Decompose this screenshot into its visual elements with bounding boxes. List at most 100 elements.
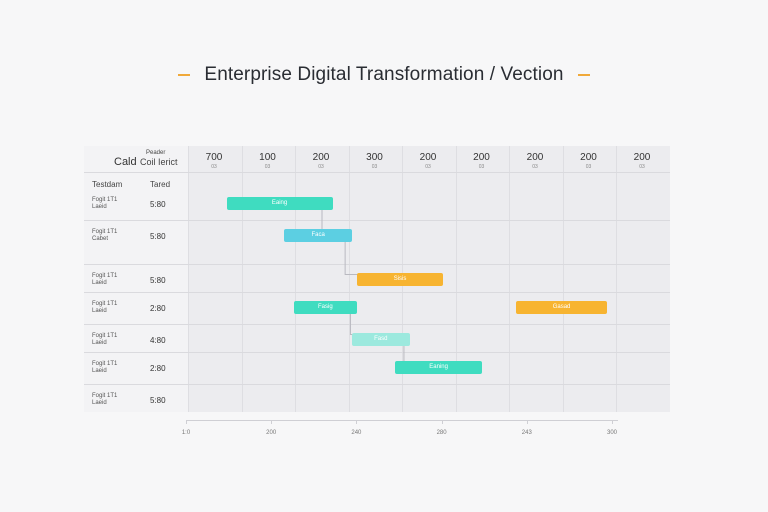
row-label: Fogit 1T1 Laeid — [92, 197, 117, 211]
grid-vline — [455, 146, 457, 412]
time-header-sub: 03 — [425, 164, 431, 170]
time-header-sub: 03 — [371, 164, 378, 170]
gantt-bar[interactable]: Eaning — [395, 360, 482, 374]
row-label: Fogit 1T1 Laeid — [92, 301, 117, 315]
row-label-line1: Fogit 1T1 — [92, 301, 118, 307]
row-label-line2: Laeid — [92, 308, 107, 314]
axis-tick-label: 1:0 — [181, 430, 191, 436]
header-col2-bottom: Coil Ierict — [140, 157, 178, 167]
row-label-line1: Fogit 1T1 — [92, 393, 118, 399]
time-header: 200 03 — [456, 152, 508, 170]
header-row-col2: Tared — [150, 180, 171, 189]
row-value: 4:80 — [150, 336, 166, 345]
gantt-bar[interactable]: Faca — [284, 228, 352, 242]
time-header-main: 300 — [366, 152, 383, 163]
row-label-line2: Laeid — [92, 204, 107, 210]
row-label: Fogit 1T1 Laeid — [92, 273, 117, 287]
axis-tick-label: 240 — [351, 430, 362, 436]
time-header-sub: 03 — [478, 164, 485, 170]
row-label-line1: Fogit 1T1 — [92, 229, 118, 235]
row-value: 5:80 — [150, 200, 166, 209]
axis-tick-mark — [526, 420, 528, 424]
time-header-sub: 03 — [639, 164, 645, 170]
time-header: 200 03 — [616, 152, 668, 170]
time-header-sub: 03 — [585, 164, 592, 170]
axis-tick-label: 280 — [436, 430, 447, 436]
gantt-bar[interactable]: Fasd — [351, 332, 410, 346]
gantt-panel: Cald Peader Coil Ierict Testdam Tared 70… — [84, 146, 670, 412]
row-label: Fogit 1T1 Laeid — [92, 361, 117, 375]
grid-vline — [509, 146, 510, 412]
gantt-bar[interactable]: Sisis — [356, 272, 444, 286]
grid-hline — [84, 264, 670, 265]
row-label-line2: Laeid — [92, 368, 107, 374]
row-value: 5:80 — [150, 232, 166, 241]
row-value: 2:80 — [150, 364, 166, 373]
time-header-sub: 03 — [264, 164, 271, 170]
grid-vline — [562, 146, 564, 412]
time-header-main: 200 — [312, 152, 330, 163]
title-dash-left — [178, 74, 191, 76]
time-header: 700 03 — [188, 152, 240, 170]
grid-hline — [84, 220, 670, 221]
time-header-main: 200 — [580, 152, 597, 163]
gantt-bar[interactable]: Fasig — [294, 300, 357, 314]
row-label: Fogit 1T1 Laeid — [92, 393, 117, 407]
row-value: 5:80 — [150, 276, 166, 285]
grid-vline — [616, 146, 617, 412]
time-header-main: 200 — [473, 152, 490, 163]
dependency-line — [344, 241, 361, 275]
axis-tick-label: 243 — [521, 430, 532, 436]
time-header-main: 700 — [205, 152, 223, 163]
axis-tick-mark — [356, 420, 358, 424]
grid-hline — [84, 384, 670, 385]
row-value: 2:80 — [150, 304, 166, 313]
time-header-main: 100 — [259, 152, 276, 163]
time-header-sub: 03 — [532, 164, 538, 170]
axis-tick-mark — [441, 420, 443, 424]
grid-hline — [84, 172, 670, 173]
grid-hline — [84, 292, 670, 293]
row-label-line2: Laeid — [92, 280, 107, 286]
row-label-line1: Fogit 1T1 — [92, 361, 118, 367]
time-header: 300 03 — [349, 152, 401, 170]
time-header-sub: 03 — [211, 164, 217, 170]
grid-hline — [84, 324, 670, 325]
axis-tick-mark — [271, 420, 273, 424]
gantt-bar[interactable]: Gasad — [515, 300, 608, 314]
time-header-main: 200 — [419, 152, 437, 163]
axis-tick-label: 300 — [606, 430, 617, 436]
row-value: 5:80 — [150, 396, 166, 405]
row-label-line2: Laeid — [92, 340, 107, 346]
row-label: Fogit 1T1 Cabet — [92, 229, 117, 243]
title-row: Enterprise Digital Transformation / Vect… — [0, 64, 768, 86]
task-label-column — [84, 146, 188, 412]
dependency-line — [288, 209, 323, 231]
title-dash-right — [577, 74, 590, 76]
axis-tick-mark — [186, 420, 187, 424]
axis-tick-label: 200 — [266, 430, 277, 436]
grid-vline — [295, 146, 296, 412]
row-label-line1: Fogit 1T1 — [92, 197, 118, 203]
time-header: 200 03 — [402, 152, 454, 170]
header-row-col1: Testdam — [92, 180, 123, 189]
dependency-line — [399, 345, 405, 363]
time-header: 100 03 — [242, 152, 294, 170]
axis-line — [186, 420, 618, 421]
row-label-line2: Cabet — [92, 236, 109, 242]
row-label-line2: Laeid — [92, 400, 107, 406]
header-col2-top: Peader — [146, 150, 166, 156]
grid-vline — [348, 146, 350, 412]
row-label: Fogit 1T1 Laeid — [92, 333, 117, 347]
chart-title: Enterprise Digital Transformation / Vect… — [204, 64, 564, 85]
row-label-line1: Fogit 1T1 — [92, 333, 118, 339]
time-header-main: 200 — [633, 152, 651, 163]
time-header-sub: 03 — [318, 164, 324, 170]
grid-vline — [188, 146, 189, 412]
grid-vline — [241, 146, 243, 412]
row-label-line1: Fogit 1T1 — [92, 273, 118, 279]
gantt-bar[interactable]: Eaing — [226, 196, 333, 210]
dependency-line — [349, 313, 356, 335]
time-header: 200 03 — [295, 152, 347, 170]
header-col1: Cald — [114, 156, 137, 168]
